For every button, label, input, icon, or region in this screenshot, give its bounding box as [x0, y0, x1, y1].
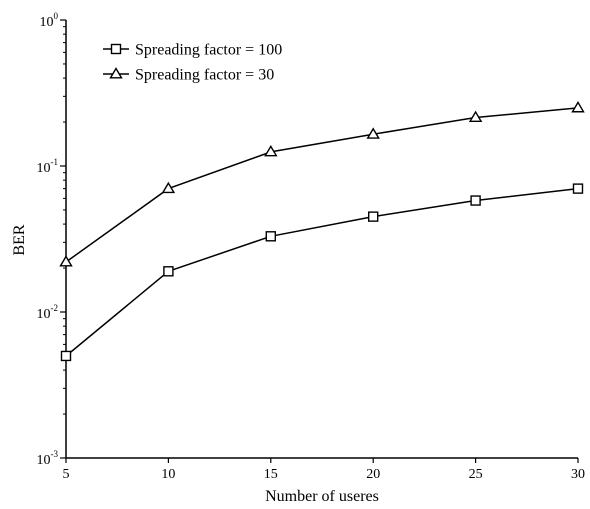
data-point: [571, 101, 585, 113]
y-tick-label: 100: [40, 11, 59, 30]
data-point: [468, 110, 483, 123]
legend: Spreading factor = 100 Spreading factor =…: [103, 42, 282, 84]
x-tick-label: 15: [264, 467, 278, 482]
legend-label: Spreading factor = 100: [135, 42, 282, 59]
x-tick-label: 10: [161, 467, 175, 482]
y-tick-label: 10-3: [37, 449, 59, 468]
legend-item: Spreading factor = 100: [103, 42, 282, 59]
axes: [65, 20, 578, 459]
x-tick-label: 20: [366, 467, 380, 482]
x-axis-title: Number of useres: [265, 488, 379, 505]
y-axis-title: BER: [11, 224, 28, 255]
legend-marker: [110, 43, 122, 55]
legend-marker: [109, 67, 123, 79]
data-point: [265, 231, 276, 242]
legend-item: Spreading factor = 30: [103, 67, 274, 84]
data-point: [470, 195, 481, 206]
data-point: [368, 211, 379, 222]
x-tick-label: 30: [571, 467, 585, 482]
x-tick-label: 25: [469, 467, 483, 482]
data-point: [59, 255, 73, 267]
series-line: [65, 107, 579, 263]
data-point: [264, 144, 278, 157]
data-point: [60, 350, 72, 362]
ticks: 5 10 15 20 25 30 100 10-1 10-2 10-3: [37, 11, 586, 482]
series-sf30: [59, 101, 585, 267]
x-tick-label: 5: [63, 467, 70, 482]
y-tick-label: 10-1: [37, 157, 59, 176]
series-line: [65, 187, 579, 357]
data-point: [366, 127, 380, 139]
legend-label: Spreading factor = 30: [135, 67, 274, 84]
y-tick-label: 10-2: [37, 303, 59, 322]
series-sf100: [60, 183, 584, 362]
data-point: [161, 181, 176, 194]
data-point: [163, 266, 174, 277]
data-point: [572, 183, 584, 194]
series-layer: [59, 101, 585, 362]
